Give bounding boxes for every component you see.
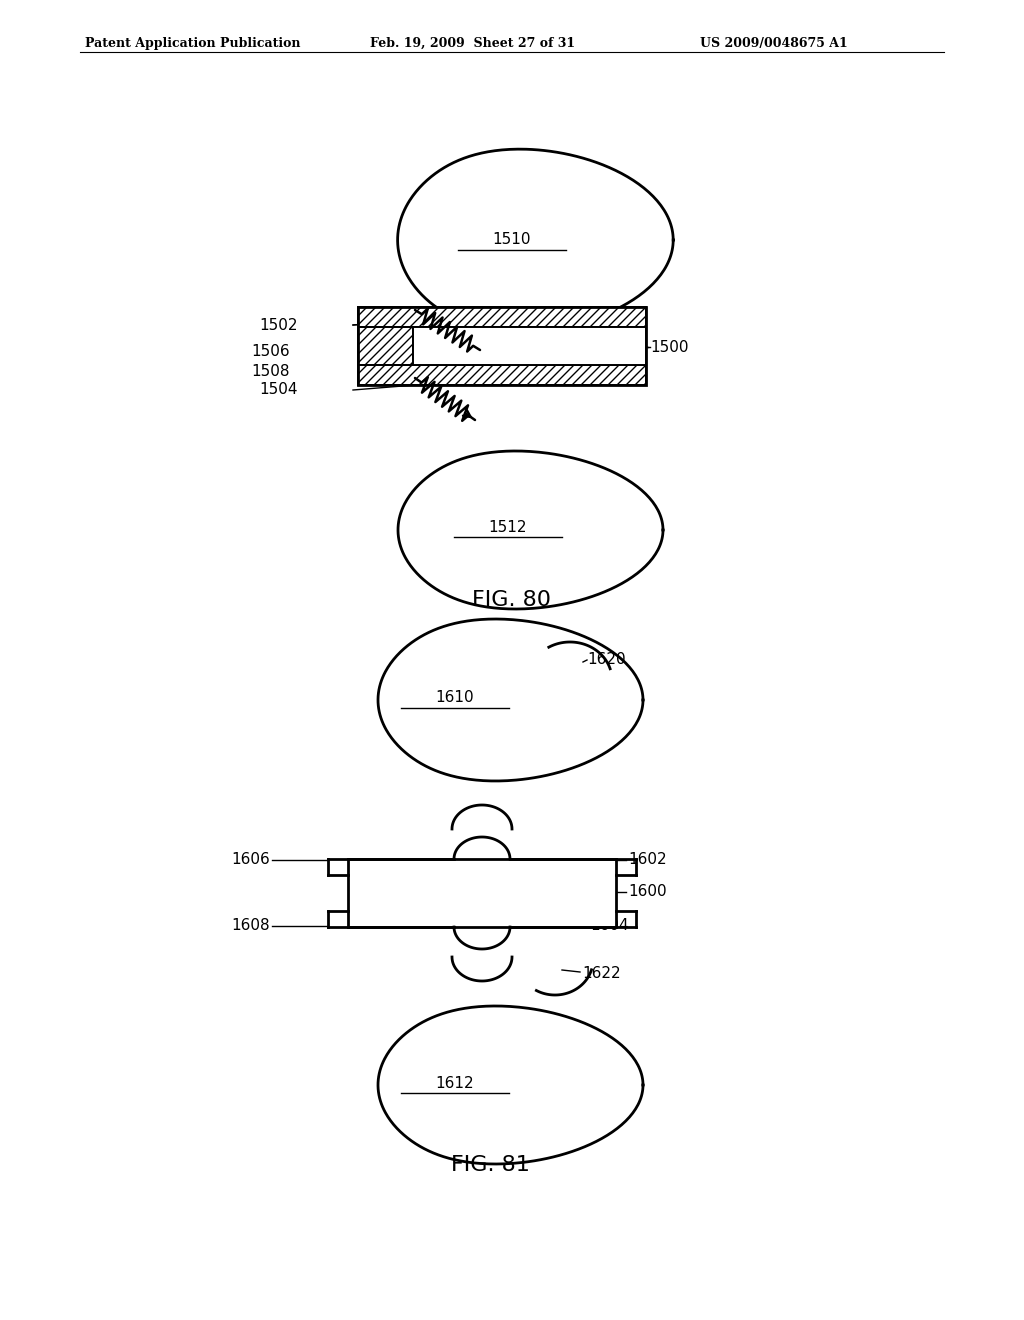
Text: 1608: 1608 [231,919,270,933]
Text: 1502: 1502 [259,318,298,333]
Text: 1612: 1612 [435,1076,474,1090]
Text: 1510: 1510 [493,232,531,248]
Bar [358,366,646,385]
Bar [358,327,413,366]
Text: 1506: 1506 [251,345,290,359]
Text: 1610: 1610 [435,690,474,705]
Polygon shape [378,619,643,781]
Text: FIG. 80: FIG. 80 [472,590,552,610]
Polygon shape [397,149,673,331]
Text: Patent Application Publication: Patent Application Publication [85,37,300,50]
Bar [358,308,646,327]
Text: FIG. 81: FIG. 81 [451,1155,529,1175]
Text: US 2009/0048675 A1: US 2009/0048675 A1 [700,37,848,50]
Text: 1620: 1620 [587,652,626,668]
Bar [358,366,646,385]
Text: 1604: 1604 [590,919,629,933]
Polygon shape [398,451,663,609]
Text: 1504: 1504 [259,383,298,397]
Text: 1500: 1500 [650,339,688,355]
Text: 1600: 1600 [628,884,667,899]
Bar [358,327,413,366]
Text: 1602: 1602 [628,853,667,867]
Bar [358,308,646,385]
Text: 1622: 1622 [582,966,621,982]
Text: 1508: 1508 [252,364,290,380]
Bar [413,327,646,366]
Text: 1512: 1512 [488,520,527,535]
Bar [358,308,646,327]
Text: 1606: 1606 [231,853,270,867]
Text: Feb. 19, 2009  Sheet 27 of 31: Feb. 19, 2009 Sheet 27 of 31 [370,37,575,50]
Polygon shape [378,1006,643,1164]
Bar [348,859,616,927]
